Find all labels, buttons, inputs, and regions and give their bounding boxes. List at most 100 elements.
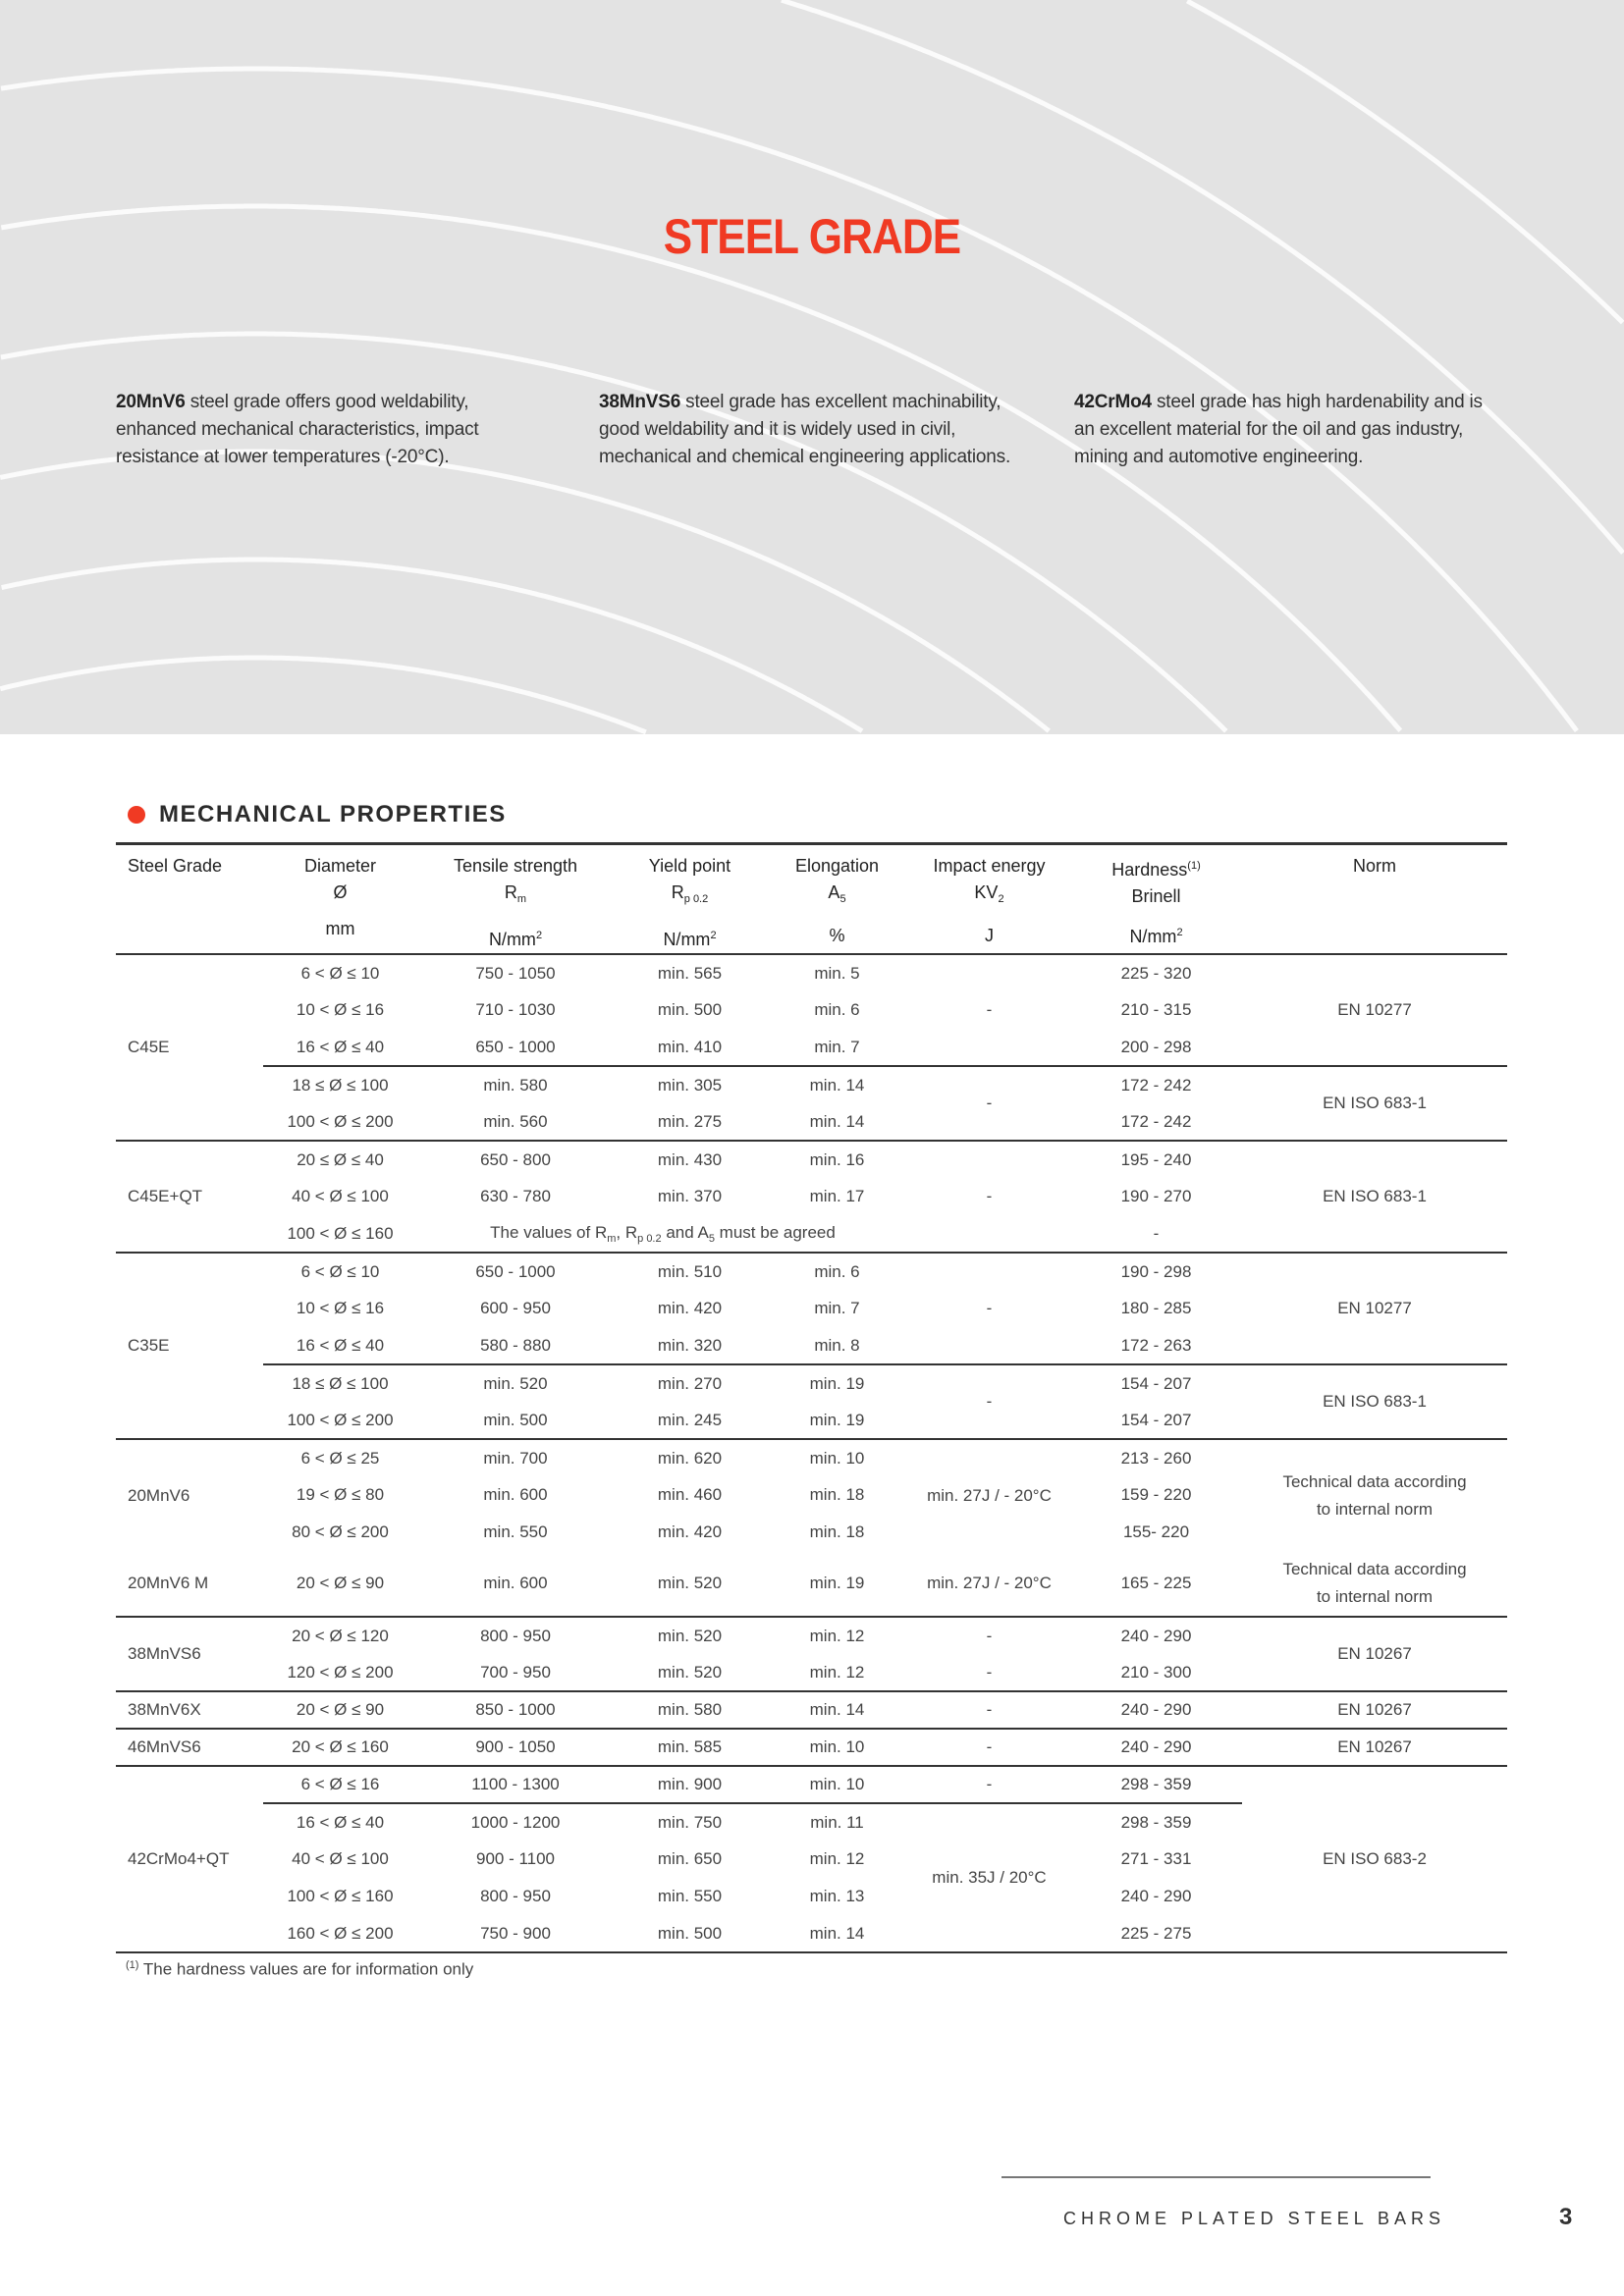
hardness-cell: 210 - 300 [1120, 1662, 1192, 1682]
steel-grade-cell: C35E [116, 1252, 263, 1439]
yield-cell: min. 460 [657, 1485, 723, 1504]
yield-cell: min. 580 [614, 1690, 766, 1729]
diameter-cell: 6 < Ø ≤ 16 [263, 1765, 417, 1803]
table-row: 18 ≤ Ø ≤ 100 min. 520 min. 270 min. 19-154 … [116, 1363, 1507, 1439]
yield-cell: min. 270 [614, 1363, 766, 1402]
table-row: 120 < Ø ≤ 200 700 - 950 min. 520 min. 12 - 21… [116, 1654, 1507, 1691]
hardness-cell: 190 - 270 [1120, 1187, 1192, 1205]
table-row: 46MnVS6 20 < Ø ≤ 160 900 - 1050 min. 585 min… [116, 1728, 1507, 1766]
tensile-cell: min. 600 [483, 1485, 548, 1504]
table-row: 42CrMo4+QT 6 < Ø ≤ 16 1100 - 1300 min. 900 m… [116, 1765, 1507, 1952]
footer-divider [1001, 2176, 1431, 2178]
arc-line [1, 557, 864, 733]
steel-grade-cell: 46MnVS6 [116, 1728, 263, 1766]
table-row: 10 < Ø ≤ 16 710 - 1030 min. 500 min. 6 210 -… [116, 991, 1507, 1029]
tensile-cell: 850 - 1000 [417, 1690, 614, 1729]
norm-cell: EN ISO 683-1 [1242, 1065, 1507, 1141]
diameter-cell: 80 < Ø ≤ 200 [292, 1522, 389, 1541]
hardness-cell: 159 - 220 [1120, 1485, 1192, 1504]
table-row: 38MnV6X 20 < Ø ≤ 90 850 - 1000 min. 580 min.… [116, 1690, 1507, 1729]
col-norm: Norm [1242, 843, 1507, 955]
impact-cell: - [908, 1140, 1070, 1253]
elongation-cell: min. 14 [766, 1690, 908, 1729]
arc-line [0, 203, 1403, 732]
diameter-cell: 20 < Ø ≤ 90 [263, 1690, 417, 1729]
diameter-cell: 18 ≤ Ø ≤ 100 [263, 1065, 417, 1103]
steel-grade-cell: 42CrMo4+QT [116, 1765, 263, 1952]
diameter-cell: 10 < Ø ≤ 16 [296, 1000, 385, 1019]
steel-grade-cell: 20MnV6 [116, 1438, 263, 1551]
diameter-cell: 16 < Ø ≤ 40 [296, 1037, 385, 1056]
steel-grade-cell: C45E+QT [116, 1140, 263, 1253]
table-row: 40 < Ø ≤ 100 630 - 780 min. 370 min. 17 190 … [116, 1178, 1507, 1215]
elongation-cell: min. 10 [766, 1765, 908, 1803]
table-row: 80 < Ø ≤ 200 min. 550 min. 420 min. 18 155- … [116, 1514, 1507, 1551]
yield-cell: min. 620 [614, 1438, 766, 1476]
tensile-cell: 900 - 1100 [475, 1849, 556, 1868]
arc-line [0, 66, 1579, 733]
grade-name: 20MnV6 [116, 392, 186, 412]
intro-42crmo4: 42CrMo4 steel grade has high hardenabili… [1074, 389, 1506, 471]
diameter-cell: 160 < Ø ≤ 200 [287, 1923, 394, 1943]
yield-cell: min. 520 [657, 1662, 723, 1682]
diameter-cell: 40 < Ø ≤ 100 [292, 1187, 389, 1205]
elongation-cell: min. 10 [766, 1728, 908, 1766]
table-row: 100 < Ø ≤ 160 The values of Rm, Rp 0.2 an… [116, 1215, 1507, 1253]
tensile-cell: min. 560 [483, 1111, 548, 1131]
table-row: C45E+QT 20 ≤ Ø ≤ 40 650 - 800 min. 430 min. … [116, 1140, 1507, 1253]
hardness-cell: 298 - 359 [1070, 1802, 1242, 1841]
header-band [0, 0, 1624, 734]
yield-cell: min. 900 [614, 1765, 766, 1803]
diameter-cell: 20 < Ø ≤ 90 [296, 1574, 385, 1592]
norm-cell: EN 10267 [1242, 1616, 1507, 1691]
norm-cell: EN ISO 683-1 [1242, 1140, 1507, 1253]
table-row: 20MnV6 M 20 < Ø ≤ 90 min. 600 min. 520 min. … [116, 1551, 1507, 1617]
impact-cell: - [986, 1662, 993, 1682]
hardness-cell: 240 - 290 [1070, 1616, 1242, 1654]
yield-cell: min. 420 [657, 1522, 723, 1541]
elongation-cell: min. 18 [809, 1522, 865, 1541]
hardness-cell: 154 - 207 [1120, 1410, 1192, 1429]
hardness-cell: 271 - 331 [1120, 1849, 1192, 1868]
impact-cell: - [908, 1363, 1070, 1439]
diameter-cell: 20 ≤ Ø ≤ 40 [263, 1140, 417, 1178]
yield-cell: min. 585 [614, 1728, 766, 1766]
tensile-cell: 650 - 800 [417, 1140, 614, 1178]
elongation-cell: min. 19 [809, 1574, 865, 1592]
norm-cell: EN 10277 [1242, 1252, 1507, 1364]
arc-line [0, 331, 1228, 733]
yield-cell: min. 370 [657, 1187, 723, 1205]
diameter-cell: 6 < Ø ≤ 25 [263, 1438, 417, 1476]
norm-cell: EN 10267 [1242, 1690, 1507, 1729]
hardness-cell: 240 - 290 [1120, 1887, 1192, 1905]
impact-cell: min. 35J / 20°C [908, 1802, 1070, 1952]
steel-grade-cell: 38MnVS6 [116, 1616, 263, 1691]
elongation-cell: min. 6 [814, 1000, 860, 1019]
tensile-cell: 580 - 880 [480, 1335, 551, 1355]
tensile-cell: 900 - 1050 [417, 1728, 614, 1766]
tensile-cell: min. 580 [417, 1065, 614, 1103]
elongation-cell: min. 12 [766, 1616, 908, 1654]
hardness-cell: 172 - 242 [1070, 1065, 1242, 1103]
section-heading: MECHANICAL PROPERTIES [128, 801, 507, 828]
impact-cell: - [986, 1000, 993, 1019]
intro-text: steel grade offers good weldability, enh… [116, 392, 479, 467]
yield-cell: min. 750 [614, 1802, 766, 1841]
tensile-cell: 750 - 900 [480, 1923, 551, 1943]
yield-cell: min. 650 [657, 1849, 723, 1868]
elongation-cell: min. 19 [766, 1363, 908, 1402]
col-hardness: Hardness(1) Brinell N/mm2 [1070, 843, 1242, 955]
steel-grade-cell: 20MnV6 M [128, 1574, 209, 1592]
table-row: 100 < Ø ≤ 160 800 - 950 min. 550 min. 13 240… [116, 1878, 1507, 1915]
impact-cell: - [908, 1252, 1070, 1364]
col-elongation: Elongation A5% [766, 843, 908, 955]
arc-line [0, 655, 647, 734]
tensile-cell: 800 - 950 [417, 1616, 614, 1654]
tensile-cell: 1000 - 1200 [417, 1802, 614, 1841]
table-row: 38MnVS6 20 < Ø ≤ 120 800 - 950 min. 520 min.… [116, 1616, 1507, 1691]
elongation-cell: min. 14 [766, 1065, 908, 1103]
hardness-cell: 213 - 260 [1070, 1438, 1242, 1476]
yield-cell: min. 245 [657, 1410, 723, 1429]
